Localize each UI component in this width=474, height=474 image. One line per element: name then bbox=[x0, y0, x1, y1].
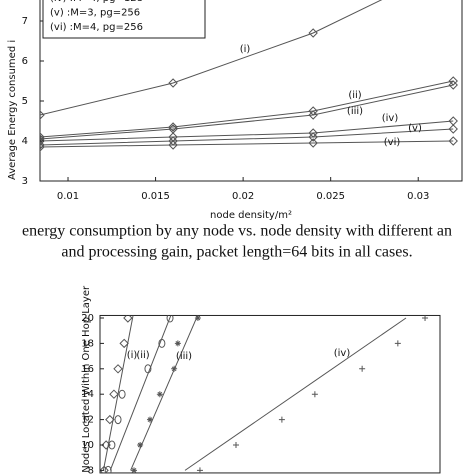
marker bbox=[131, 467, 137, 473]
fit-line bbox=[184, 317, 407, 471]
y-tick-label: 18 bbox=[81, 338, 94, 349]
marker bbox=[137, 442, 144, 448]
legend-entry: (v) :M=3, pg=256 bbox=[50, 8, 140, 19]
legend-box bbox=[42, 0, 206, 39]
marker bbox=[196, 467, 203, 473]
y-tick-label: 4 bbox=[22, 136, 28, 147]
series-label: (iii) bbox=[176, 351, 192, 362]
caption: and processing gain, packet length=64 bi… bbox=[61, 244, 412, 261]
marker bbox=[168, 140, 178, 150]
series-label: (i) bbox=[127, 350, 138, 361]
marker bbox=[194, 315, 201, 321]
marker bbox=[171, 365, 178, 372]
legend-entry: (iv) :M=4, pg=128 bbox=[50, 0, 143, 4]
marker bbox=[40, 110, 45, 120]
marker bbox=[113, 364, 123, 374]
marker bbox=[394, 340, 401, 347]
series-line bbox=[40, 0, 383, 116]
marker bbox=[105, 414, 115, 425]
series-label: (iv) bbox=[382, 113, 399, 124]
fit-line bbox=[109, 315, 172, 471]
marker bbox=[158, 338, 166, 348]
series-line bbox=[40, 128, 454, 146]
y-tick-label: 7 bbox=[22, 16, 28, 27]
marker bbox=[40, 140, 45, 150]
series-label: (iii) bbox=[347, 106, 363, 117]
marker bbox=[166, 315, 174, 323]
y-tick-label: 16 bbox=[81, 364, 94, 375]
series-line bbox=[40, 80, 454, 138]
marker bbox=[156, 391, 163, 398]
y-axis-label: r Nodes Located Within One Hop Layer bbox=[81, 285, 92, 474]
marker bbox=[118, 389, 126, 399]
series-label: (ii) bbox=[136, 350, 149, 361]
marker bbox=[308, 138, 318, 148]
marker bbox=[448, 80, 458, 90]
plot-area bbox=[40, 0, 458, 152]
marker bbox=[308, 110, 318, 120]
marker bbox=[233, 442, 239, 448]
plot-frame bbox=[99, 314, 441, 474]
marker bbox=[308, 132, 318, 142]
y-tick-label: 5 bbox=[22, 96, 28, 107]
x-tick-label: 0.025 bbox=[316, 191, 345, 202]
y-tick-label: 3 bbox=[22, 176, 28, 187]
fit-line bbox=[102, 315, 134, 471]
x-tick-label: 0.03 bbox=[407, 191, 429, 202]
fit-line bbox=[130, 315, 199, 471]
x-axis-label: node density/m² bbox=[210, 210, 292, 221]
marker bbox=[123, 315, 133, 323]
marker bbox=[448, 124, 458, 134]
legend-entry: (vi) :M=4, pg=256 bbox=[50, 22, 143, 33]
series-label: (vi) bbox=[384, 137, 401, 148]
y-axis-label: Average Energy consumed i bbox=[7, 40, 18, 180]
x-tick-label: 0.02 bbox=[232, 191, 254, 202]
marker bbox=[308, 28, 318, 38]
y-tick-label: 10 bbox=[81, 440, 94, 451]
marker bbox=[114, 415, 122, 425]
marker bbox=[168, 122, 178, 132]
marker bbox=[448, 76, 458, 86]
series-label: (iv) bbox=[334, 348, 351, 359]
marker bbox=[174, 340, 181, 347]
y-tick-label: 20 bbox=[81, 313, 94, 324]
marker bbox=[448, 136, 458, 146]
marker bbox=[40, 142, 45, 152]
marker bbox=[311, 391, 318, 398]
marker bbox=[40, 136, 45, 146]
plot-area bbox=[100, 315, 429, 473]
marker bbox=[119, 338, 129, 349]
marker bbox=[144, 364, 152, 374]
y-tick-label: 14 bbox=[81, 389, 94, 400]
series-line bbox=[40, 120, 454, 142]
marker bbox=[146, 416, 153, 423]
series-label: (i) bbox=[240, 44, 251, 55]
marker bbox=[40, 132, 45, 142]
x-tick-label: 0.01 bbox=[57, 191, 79, 202]
series-label: (ii) bbox=[348, 90, 361, 101]
marker bbox=[168, 78, 178, 88]
plot-frame bbox=[39, 0, 463, 182]
marker bbox=[278, 416, 285, 423]
x-tick-label: 0.015 bbox=[141, 191, 170, 202]
series-line bbox=[40, 140, 454, 148]
caption: energy consumption by any node vs. node … bbox=[22, 223, 452, 240]
marker bbox=[104, 465, 112, 473]
marker bbox=[109, 389, 119, 399]
marker bbox=[108, 440, 116, 450]
y-tick-label: 6 bbox=[22, 56, 28, 67]
marker bbox=[422, 315, 429, 321]
marker bbox=[100, 465, 109, 473]
marker bbox=[359, 365, 366, 372]
series-label: (v) bbox=[408, 123, 422, 134]
series-line bbox=[40, 84, 454, 140]
y-tick-label: 12 bbox=[81, 415, 94, 426]
y-tick-label: 8 bbox=[88, 465, 94, 474]
marker bbox=[40, 134, 45, 144]
